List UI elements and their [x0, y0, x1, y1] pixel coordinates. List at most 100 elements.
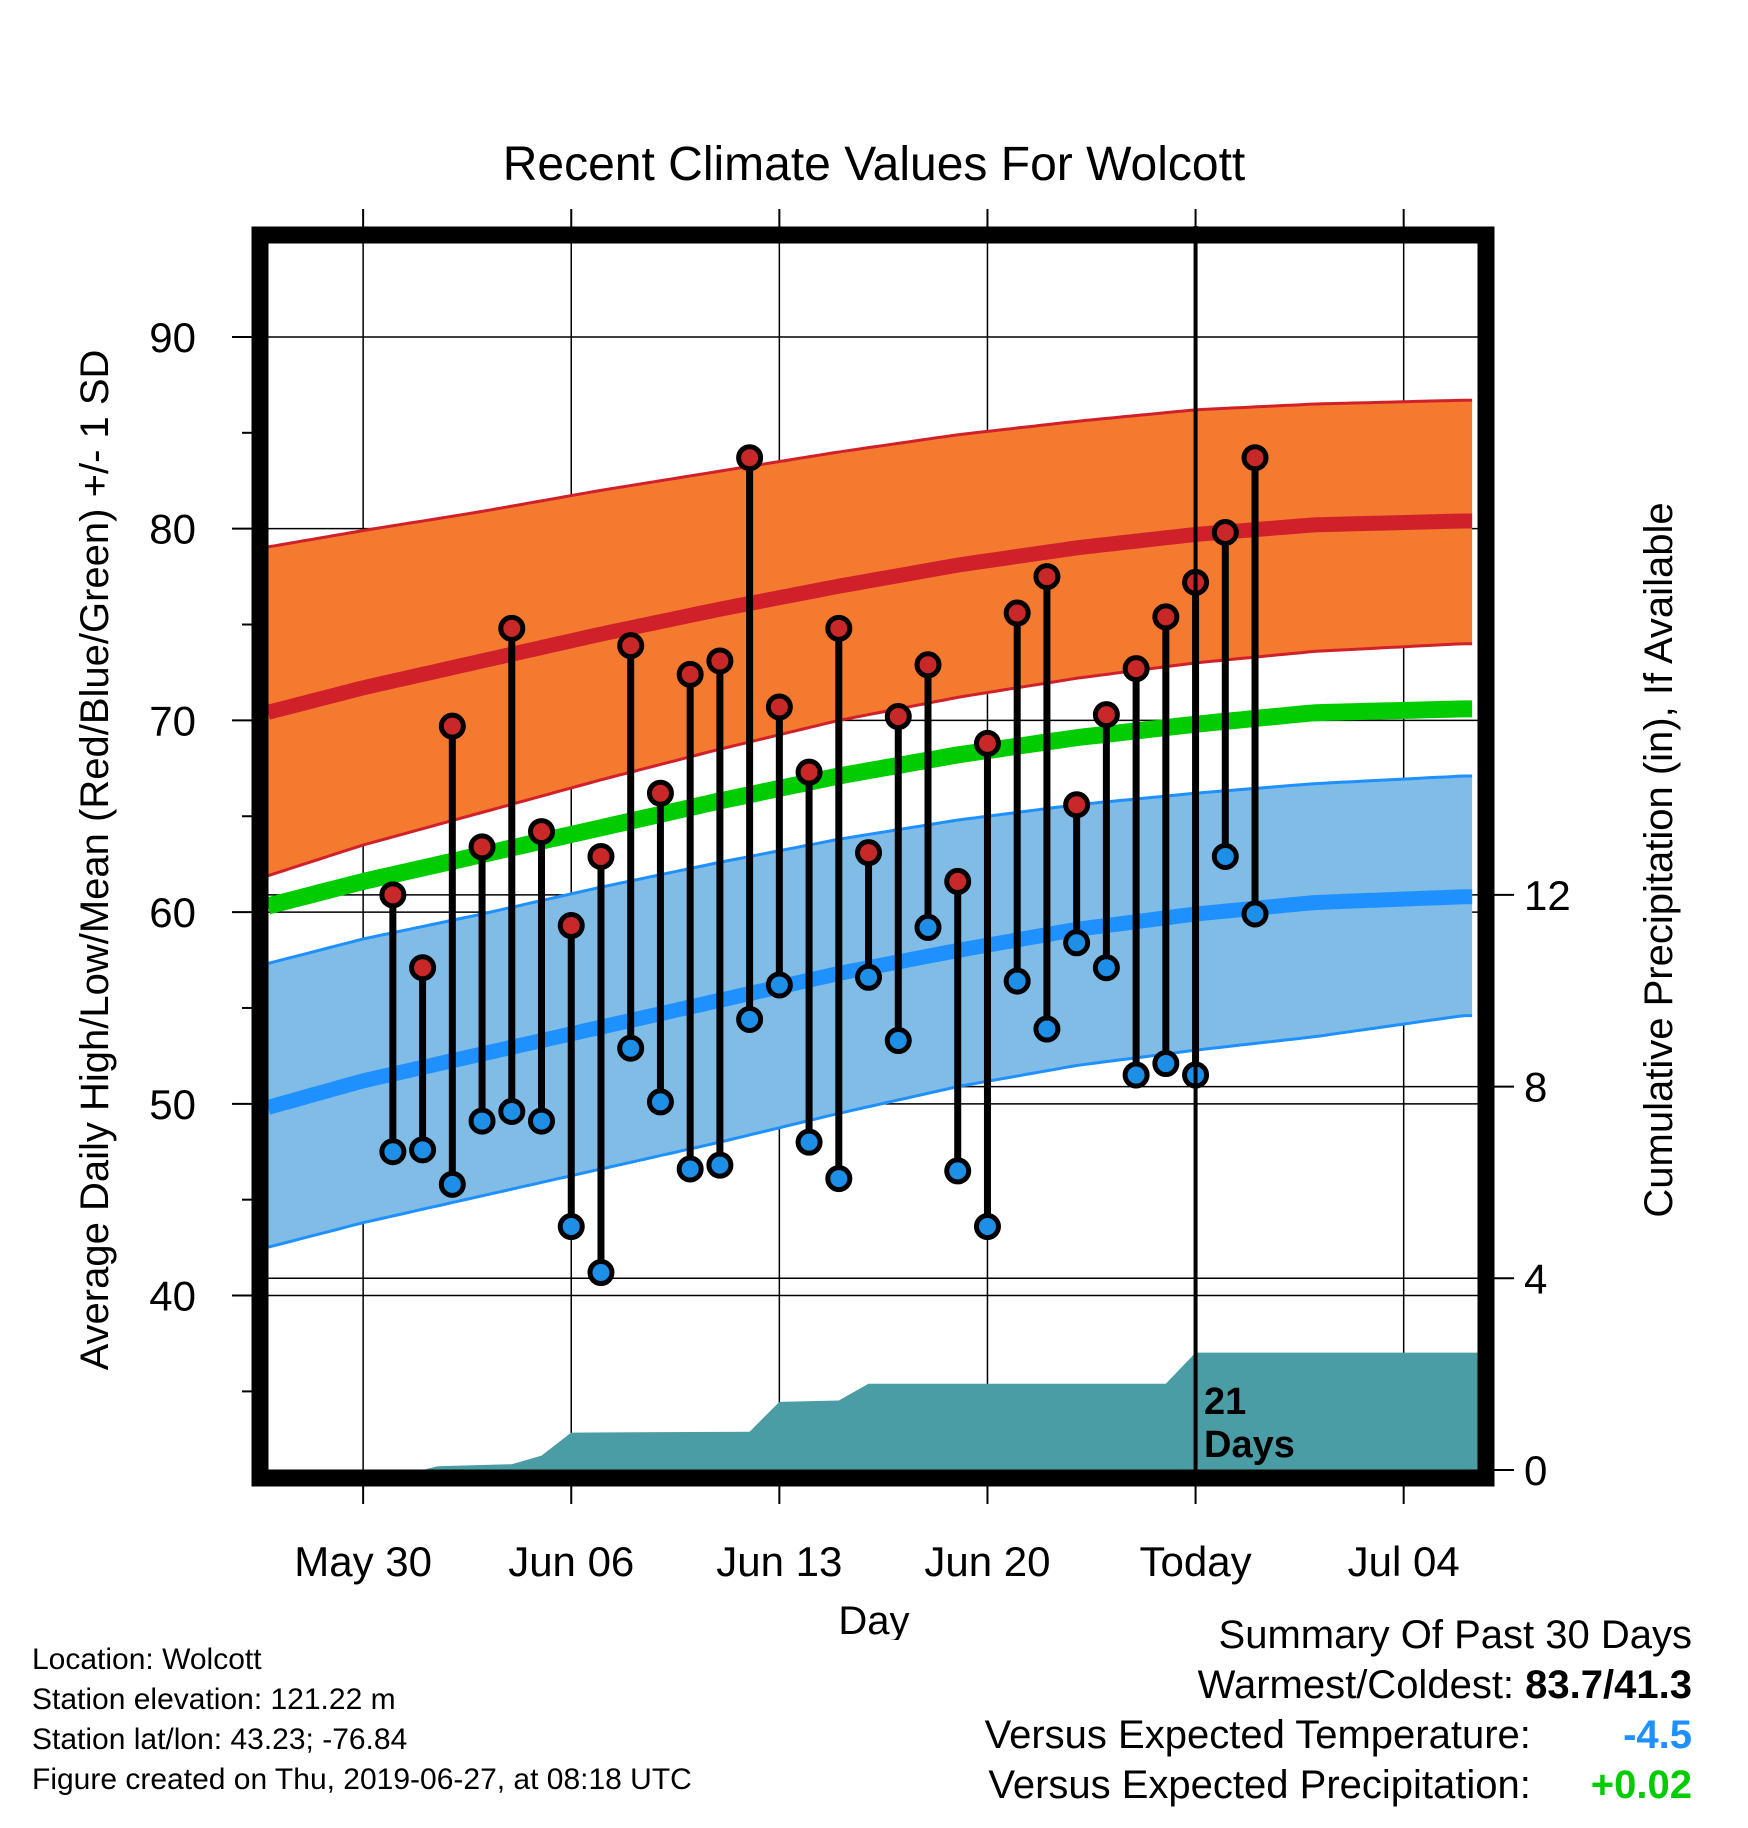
- low-lower-edge: [267, 1014, 1473, 1249]
- obs-high-point-5: [498, 614, 526, 642]
- obs-high-point-10: [646, 779, 674, 807]
- obs-low-point-21: [973, 1213, 1001, 1241]
- summary-precip-row: Versus Expected Precipitation: +0.02: [985, 1760, 1692, 1810]
- obs-low-point-18: [884, 1027, 912, 1055]
- obs-low-point-11: [676, 1155, 704, 1183]
- obs-low-point-4: [468, 1107, 496, 1135]
- obs-high-point-21: [973, 729, 1001, 757]
- high-upper-edge: [267, 398, 1473, 549]
- obs-low-point-25: [1092, 954, 1120, 982]
- obs-high-point-18: [884, 703, 912, 731]
- y-tick-label-right-3: 12: [1524, 872, 1571, 919]
- frame-layer: [251, 226, 1495, 1487]
- temp-departure-label: Versus Expected Temperature:: [984, 1713, 1531, 1757]
- obs-low-point-9: [617, 1034, 645, 1062]
- x-tick-label-2: Jun 13: [716, 1538, 842, 1585]
- summary-heading: Summary Of Past 30 Days: [1218, 1613, 1692, 1657]
- obs-high-point-27: [1152, 603, 1180, 631]
- obs-high-point-26: [1122, 655, 1150, 683]
- precip-area-layer: [273, 1352, 1478, 1470]
- warmest-value: 83.7/41.3: [1525, 1663, 1692, 1707]
- obs-high-point-24: [1063, 791, 1091, 819]
- low-upper-edge: [267, 774, 1473, 965]
- obs-high-point-11: [676, 660, 704, 688]
- obs-low-point-30: [1241, 900, 1269, 928]
- obs-low-point-22: [1003, 967, 1031, 995]
- obs-low-point-29: [1211, 843, 1239, 870]
- temp-departure-value: -4.5: [1623, 1713, 1692, 1757]
- obs-low-point-10: [646, 1088, 674, 1116]
- obs-low-point-17: [855, 963, 883, 991]
- obs-low-point-15: [795, 1128, 823, 1156]
- obs-high-point-20: [944, 867, 972, 895]
- obs-high-point-4: [468, 833, 496, 861]
- precip-departure-label: Versus Expected Precipitation:: [988, 1763, 1531, 1807]
- high-lower-edge: [267, 642, 1473, 878]
- x-tick-label-4: Today: [1140, 1538, 1252, 1585]
- obs-high-point-8: [587, 843, 615, 870]
- obs-low-point-1: [379, 1138, 407, 1166]
- created-text: Figure created on Thu, 2019-06-27, at 08…: [32, 1763, 692, 1796]
- summary-temp-row: Versus Expected Temperature: -4.5: [985, 1710, 1692, 1760]
- obs-low-point-20: [944, 1157, 972, 1185]
- today-days-word: Days: [1204, 1424, 1295, 1466]
- obs-high-point-2: [409, 954, 437, 982]
- obs-high-point-15: [795, 758, 823, 786]
- y-tick-label-right-1: 4: [1524, 1255, 1547, 1302]
- obs-low-point-8: [587, 1259, 615, 1287]
- y-tick-label-left-2: 60: [149, 889, 196, 936]
- obs-high-point-12: [706, 647, 734, 675]
- obs-high-point-17: [855, 839, 883, 867]
- y-tick-label-left-1: 50: [149, 1081, 196, 1128]
- obs-low-point-13: [736, 1005, 764, 1033]
- climate-chart: May 30 Jun 06 Jun 13 Jun 20 Today Jul 0440506…: [73, 138, 1681, 1640]
- ticks-layer: May 30 Jun 06 Jun 13 Jun 20 Today Jul 0440506…: [149, 209, 1571, 1585]
- normal-bands: [265, 398, 1473, 1249]
- latlon-text: Station lat/lon: 43.23; -76.84: [32, 1723, 408, 1756]
- obs-low-point-7: [557, 1213, 585, 1241]
- y-tick-label-right-2: 8: [1524, 1064, 1547, 1111]
- obs-high-point-30: [1241, 444, 1269, 472]
- y-axis-label-left: Average Daily High/Low/Mean (Red/Blue/Gr…: [73, 350, 117, 1371]
- obs-high-point-3: [438, 712, 466, 740]
- station-info: Location: Wolcott Station elevation: 121…: [32, 1640, 692, 1800]
- observed-layer: [379, 444, 1269, 1287]
- obs-low-point-2: [409, 1136, 437, 1164]
- precip-area: [273, 1352, 1478, 1470]
- precip-departure-value: +0.02: [1590, 1763, 1692, 1807]
- y-tick-label-left-5: 90: [149, 314, 196, 361]
- obs-high-point-16: [825, 614, 853, 642]
- y-tick-label-left-0: 40: [149, 1273, 196, 1320]
- obs-low-point-5: [498, 1097, 526, 1125]
- obs-low-point-6: [528, 1107, 556, 1135]
- x-tick-label-1: Jun 06: [508, 1538, 634, 1585]
- x-axis-label: Day: [838, 1599, 909, 1640]
- elevation-text: Station elevation: 121.22 m: [32, 1683, 396, 1716]
- x-tick-label-5: Jul 04: [1348, 1538, 1460, 1585]
- obs-high-point-13: [736, 444, 764, 472]
- obs-low-point-3: [438, 1170, 466, 1198]
- obs-low-point-27: [1152, 1050, 1180, 1078]
- obs-low-point-14: [765, 971, 793, 999]
- summary-warmest-row: Warmest/Coldest: 83.7/41.3: [985, 1660, 1692, 1710]
- obs-low-point-16: [825, 1165, 853, 1193]
- obs-high-point-23: [1033, 563, 1061, 591]
- y-tick-label-right-0: 0: [1524, 1447, 1547, 1494]
- obs-high-point-29: [1211, 518, 1239, 546]
- obs-high-point-14: [765, 693, 793, 721]
- x-tick-label-3: Jun 20: [924, 1538, 1050, 1585]
- normal-high-line: [266, 513, 1473, 720]
- obs-low-point-26: [1122, 1061, 1150, 1089]
- obs-high-point-1: [379, 881, 407, 909]
- y-tick-label-left-4: 80: [149, 506, 196, 553]
- obs-high-point-19: [914, 651, 942, 679]
- x-tick-label-0: May 30: [294, 1538, 432, 1585]
- today-days-count: 21: [1204, 1381, 1246, 1423]
- high-sd-band: [268, 400, 1473, 876]
- obs-low-point-23: [1033, 1015, 1061, 1043]
- obs-high-point-9: [617, 632, 645, 660]
- chart-title: Recent Climate Values For Wolcott: [503, 138, 1246, 191]
- y-tick-label-left-3: 70: [149, 697, 196, 744]
- obs-high-point-7: [557, 912, 585, 940]
- plot-frame: [251, 226, 1495, 1487]
